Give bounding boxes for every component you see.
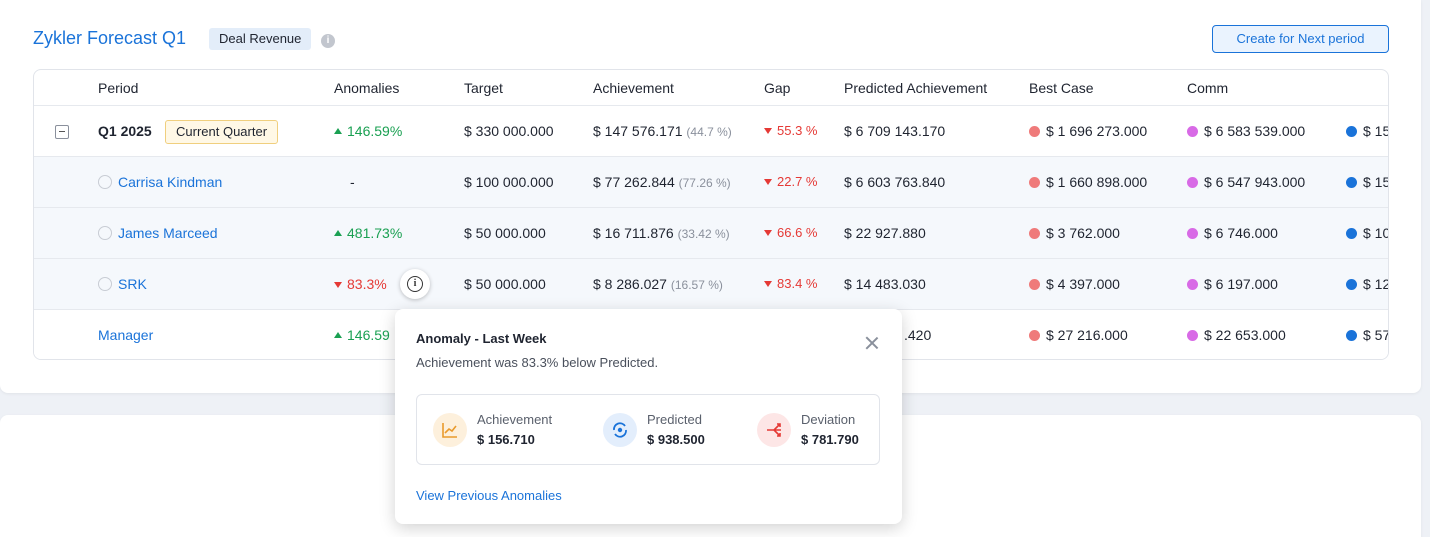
current-quarter-badge: Current Quarter	[165, 120, 279, 144]
extra-value: $ 15	[1346, 174, 1388, 190]
achievement-value: $ 16 711.876 (33.42 %)	[593, 225, 730, 241]
best-case-dot-icon	[1029, 279, 1040, 290]
up-arrow-icon	[334, 332, 342, 338]
collapse-icon[interactable]	[55, 125, 69, 139]
achievement-value: $ 147 576.171 (44.7 %)	[593, 123, 732, 139]
col-achievement: Achievement	[593, 80, 674, 96]
forecast-card: Zykler Forecast Q1 Deal Revenue i Create…	[0, 0, 1421, 393]
anomaly-value: -	[350, 174, 355, 190]
gap-value: 22.7 %	[764, 174, 817, 189]
predicted-value: $ 6 709 143.170	[844, 123, 946, 139]
gap-value: 66.6 %	[764, 225, 817, 240]
col-best-case: Best Case	[1029, 80, 1094, 96]
extra-dot-icon	[1346, 126, 1357, 137]
extra-dot-icon	[1346, 279, 1357, 290]
col-commit: Comm	[1187, 80, 1229, 96]
anomaly-value: 146.59	[334, 327, 390, 343]
manager-link[interactable]: Manager	[98, 327, 154, 343]
forecast-title[interactable]: Zykler Forecast Q1	[33, 28, 187, 48]
user-link[interactable]: Carrisa Kindman	[98, 174, 222, 190]
commit-dot-icon	[1187, 126, 1198, 137]
deal-revenue-badge: Deal Revenue	[209, 28, 312, 50]
commit-value: $ 6 547 943.000	[1187, 174, 1305, 190]
forecast-cycle-icon	[603, 413, 637, 447]
anomaly-value: 83.3%	[334, 276, 387, 292]
down-arrow-icon	[764, 281, 772, 287]
commit-dot-icon	[1187, 228, 1198, 239]
anomaly-popover: Anomaly - Last Week Achievement was 83.3…	[395, 309, 902, 524]
best-case-dot-icon	[1029, 177, 1040, 188]
down-arrow-icon	[764, 230, 772, 236]
user-avatar-icon	[98, 277, 112, 291]
table-row: Q1 2025 Current Quarter 146.59% $ 330 00…	[34, 106, 1388, 157]
col-predicted-achievement: Predicted Achievement	[844, 80, 988, 96]
best-case-value: $ 27 216.000	[1029, 327, 1128, 343]
best-case-value: $ 1 696 273.000	[1029, 123, 1147, 139]
predicted-value: $ 14 483.030	[844, 276, 926, 292]
extra-value: $ 10	[1346, 225, 1388, 241]
period-name: Q1 2025	[98, 123, 152, 139]
extra-value: $ 57	[1346, 327, 1388, 343]
commit-dot-icon	[1187, 330, 1198, 341]
commit-dot-icon	[1187, 177, 1198, 188]
deviation-arrows-icon	[757, 413, 791, 447]
best-case-value: $ 4 397.000	[1029, 276, 1120, 292]
down-arrow-icon	[334, 282, 342, 288]
up-arrow-icon	[334, 128, 342, 134]
best-case-dot-icon	[1029, 330, 1040, 341]
extra-value: $ 15	[1346, 123, 1388, 139]
gap-value: 55.3 %	[764, 123, 817, 138]
commit-dot-icon	[1187, 279, 1198, 290]
user-link[interactable]: James Marceed	[98, 225, 218, 241]
down-arrow-icon	[764, 179, 772, 185]
user-avatar-icon	[98, 226, 112, 240]
best-case-dot-icon	[1029, 228, 1040, 239]
gap-value: 83.4 %	[764, 276, 817, 291]
predicted-value-partial: .420	[904, 327, 932, 343]
col-gap: Gap	[764, 80, 791, 96]
anomaly-value: 481.73%	[334, 225, 402, 241]
predicted-value: $ 22 927.880	[844, 225, 926, 241]
create-next-period-button[interactable]: Create for Next period	[1212, 25, 1389, 53]
up-arrow-icon	[334, 230, 342, 236]
commit-value: $ 6 197.000	[1187, 276, 1278, 292]
info-icon[interactable]: i	[321, 34, 335, 48]
down-arrow-icon	[764, 128, 772, 134]
target-value: $ 330 000.000	[464, 123, 554, 139]
info-icon: i	[407, 276, 423, 292]
table-row: SRK 83.3% i $ 50 000.000 $ 8 286.027 (16…	[34, 259, 1388, 310]
achievement-value: $ 77 262.844 (77.26 %)	[593, 174, 731, 190]
trend-chart-icon	[433, 413, 467, 447]
table-row: Carrisa Kindman - $ 100 000.000 $ 77 262…	[34, 157, 1388, 208]
commit-value: $ 6 746.000	[1187, 225, 1278, 241]
anomaly-value: 146.59%	[334, 123, 402, 139]
user-avatar-icon	[98, 175, 112, 189]
predicted-value: $ 6 603 763.840	[844, 174, 946, 190]
user-link[interactable]: SRK	[98, 276, 147, 292]
anomaly-metrics: Achievement $ 156.710 Predicted $ 938.50…	[416, 394, 880, 465]
target-value: $ 100 000.000	[464, 174, 554, 190]
col-target: Target	[464, 80, 503, 96]
extra-dot-icon	[1346, 330, 1357, 341]
target-value: $ 50 000.000	[464, 225, 546, 241]
target-value: $ 50 000.000	[464, 276, 546, 292]
popover-title: Anomaly - Last Week	[416, 331, 547, 346]
achievement-value: $ 8 286.027 (16.57 %)	[593, 276, 723, 292]
popover-subtitle: Achievement was 83.3% below Predicted.	[416, 355, 659, 370]
extra-dot-icon	[1346, 177, 1357, 188]
view-previous-anomalies-link[interactable]: View Previous Anomalies	[416, 488, 562, 503]
extra-value: $ 12	[1346, 276, 1388, 292]
col-period: Period	[98, 80, 139, 96]
extra-dot-icon	[1346, 228, 1357, 239]
col-anomalies: Anomalies	[334, 80, 400, 96]
anomaly-info-button[interactable]: i	[400, 269, 430, 299]
table-header: Period Anomalies Target Achievement Gap …	[34, 70, 1388, 106]
commit-value: $ 22 653.000	[1187, 327, 1286, 343]
table-row: James Marceed 481.73% $ 50 000.000 $ 16 …	[34, 208, 1388, 259]
best-case-value: $ 3 762.000	[1029, 225, 1120, 241]
best-case-dot-icon	[1029, 126, 1040, 137]
best-case-value: $ 1 660 898.000	[1029, 174, 1147, 190]
close-icon[interactable]	[865, 336, 879, 350]
commit-value: $ 6 583 539.000	[1187, 123, 1305, 139]
